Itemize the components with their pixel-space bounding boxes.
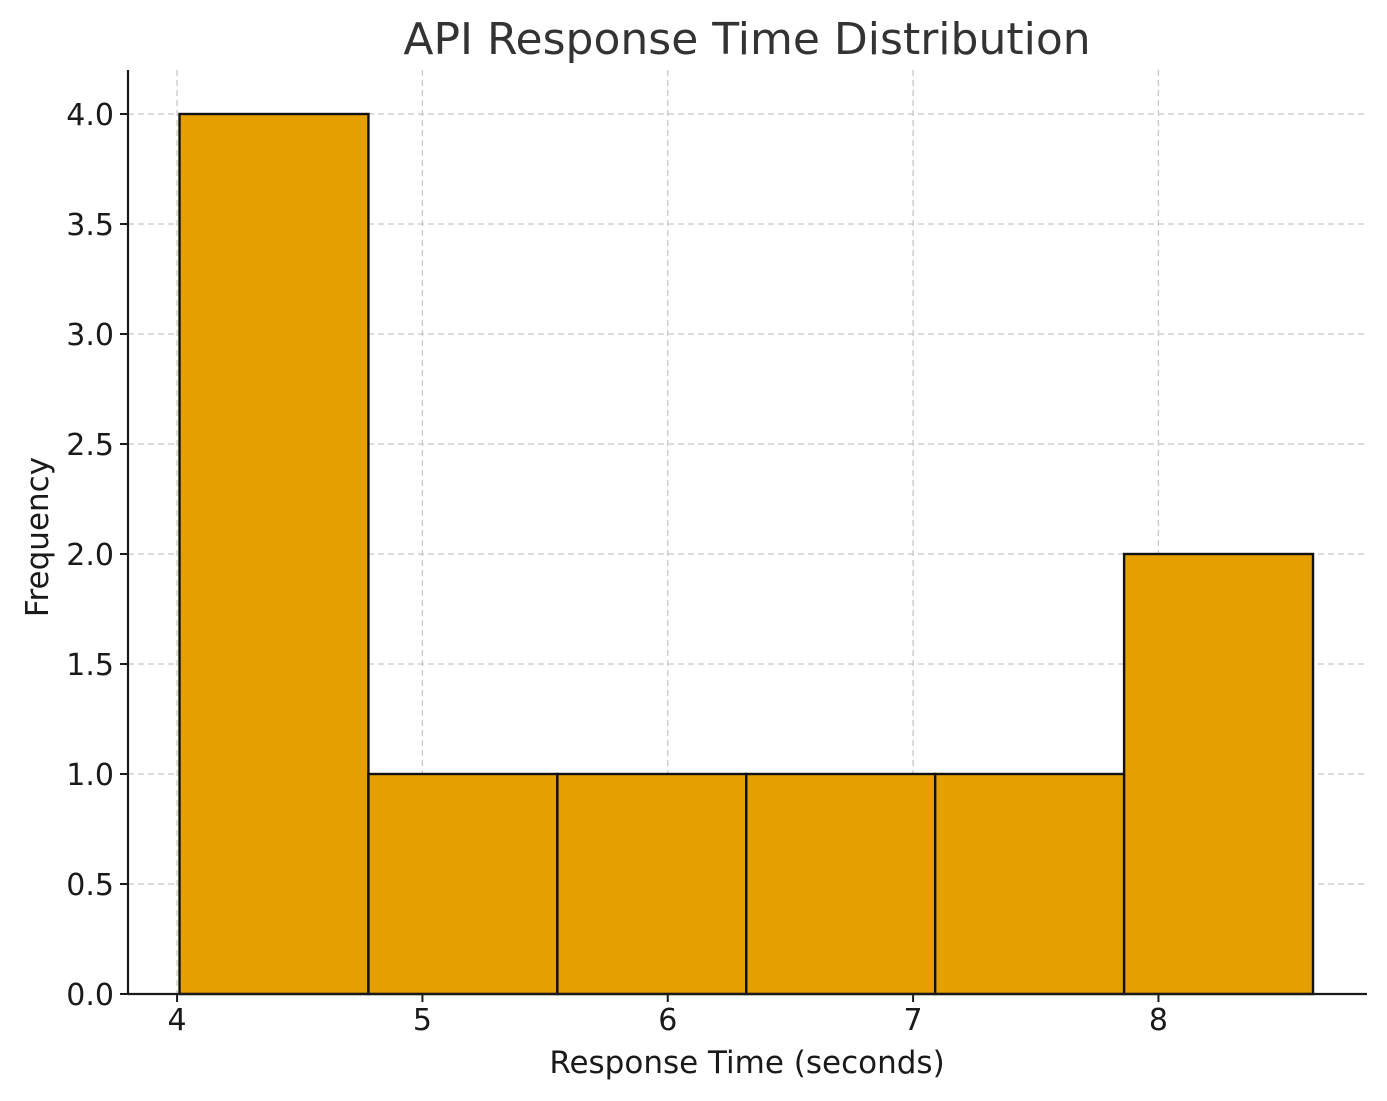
y-tick-label: 0.5 <box>66 868 114 903</box>
y-tick-label: 2.5 <box>66 428 114 463</box>
histogram-bar-6 <box>1122 552 1315 996</box>
histogram-bar-4 <box>745 772 937 996</box>
x-axis-label: Response Time (seconds) <box>549 1045 944 1081</box>
y-tick-label: 2.0 <box>66 538 114 573</box>
x-tick-label: 4 <box>168 1003 187 1038</box>
x-tick-label: 6 <box>658 1003 677 1038</box>
y-axis-label: Frequency <box>20 457 56 617</box>
y-tick-label: 1.0 <box>66 758 114 793</box>
histogram-bar-2 <box>367 772 559 996</box>
x-tick-label: 8 <box>1149 1003 1168 1038</box>
histogram-bar-5 <box>933 772 1126 996</box>
y-tick-label: 4.0 <box>66 98 114 133</box>
ticks-layer: 4 5 6 7 8 0.0 0.5 1.0 1.5 2.0 2.5 3.0 3.5 4.0 <box>66 98 1168 1038</box>
histogram-bar-3 <box>556 772 748 996</box>
chart-title: API Response Time Distribution <box>403 14 1090 65</box>
y-tick-label: 3.0 <box>66 318 114 353</box>
x-tick-label: 5 <box>413 1003 432 1038</box>
y-tick-label: 3.5 <box>66 208 114 243</box>
y-tick-label: 0.0 <box>66 978 114 1013</box>
histogram-bar-1 <box>178 112 370 996</box>
y-tick-label: 1.5 <box>66 648 114 683</box>
bars-layer <box>178 112 1315 996</box>
x-tick-label: 7 <box>904 1003 923 1038</box>
